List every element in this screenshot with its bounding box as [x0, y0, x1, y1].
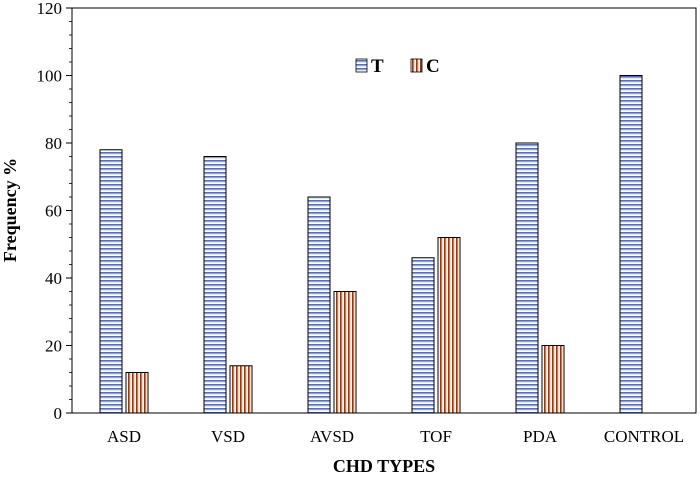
bar-c-vsd [229, 365, 253, 414]
legend-label-t: T [371, 56, 384, 77]
x-tick-label-avsd: AVSD [310, 427, 354, 446]
x-tick-label-tof: TOF [420, 427, 452, 446]
y-axis-title: Frequency % [0, 158, 20, 262]
legend: T C [355, 56, 440, 77]
bars [99, 75, 643, 414]
y-tick-label-120: 120 [37, 0, 63, 18]
bar-c-tof [437, 237, 461, 414]
y-tick-label-100: 100 [37, 67, 63, 86]
y-tick-label-0: 0 [54, 404, 63, 423]
bar-c-asd [125, 372, 149, 414]
x-tick-label-pda: PDA [523, 427, 558, 446]
x-axis-title: CHD TYPES [333, 456, 435, 476]
y-tick-label-20: 20 [45, 337, 62, 356]
legend-swatch-t [355, 58, 368, 73]
bar-t-pda [515, 142, 539, 414]
bar-t-asd [99, 149, 123, 414]
y-axis: 0 20 40 60 80 100 120 [37, 0, 72, 423]
legend-swatch-c [410, 58, 423, 73]
x-axis: ASD VSD AVSD TOF PDA CONTROL [107, 427, 684, 446]
plot-frame [71, 7, 697, 414]
legend-label-c: C [426, 56, 440, 77]
plot-border [71, 7, 697, 414]
bar-c-avsd [333, 291, 357, 414]
bar-c-pda [541, 345, 565, 414]
y-tick-label-40: 40 [45, 269, 62, 288]
y-tick-label-60: 60 [45, 202, 62, 221]
x-tick-label-asd: ASD [107, 427, 141, 446]
bar-t-avsd [307, 196, 331, 414]
bar-t-control [619, 75, 643, 414]
x-tick-label-vsd: VSD [211, 427, 245, 446]
bar-t-tof [411, 257, 435, 414]
y-tick-label-80: 80 [45, 134, 62, 153]
x-tick-label-control: CONTROL [604, 427, 684, 446]
bar-t-vsd [203, 156, 227, 414]
